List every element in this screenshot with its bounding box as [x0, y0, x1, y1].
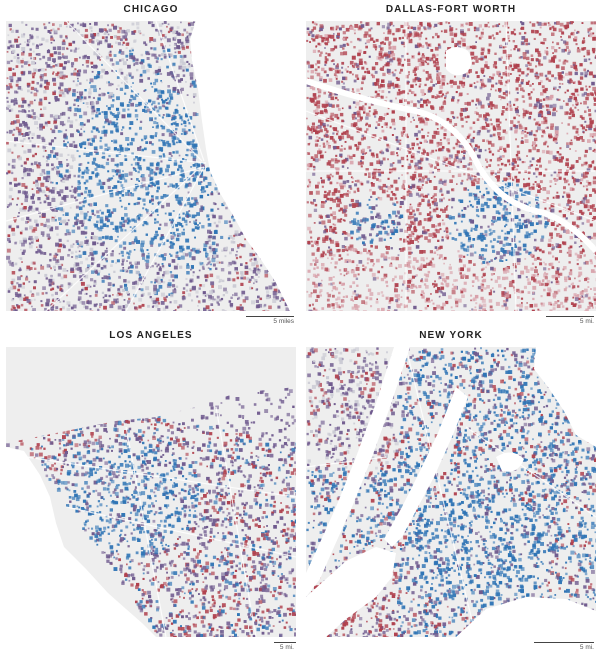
- new-york-harbor: [306, 547, 396, 637]
- scale-bar-chicago: [246, 316, 294, 317]
- map-new-york: [306, 347, 596, 637]
- highways: [306, 347, 596, 637]
- santa-monica-mountains: [6, 347, 296, 443]
- lake-michigan: [190, 21, 296, 311]
- map-title-new-york: NEW YORK: [419, 330, 483, 341]
- map-los-angeles: [6, 347, 296, 637]
- map-title-chicago: CHICAGO: [123, 4, 179, 15]
- east-river: [384, 387, 468, 547]
- jamaica-bay: [456, 597, 596, 637]
- map-title-dallas-fort-worth: DALLAS-FORT WORTH: [385, 4, 517, 15]
- pacific-ocean: [6, 447, 156, 637]
- scale-label-dallas-fort-worth: 5 mi.: [579, 318, 594, 325]
- highways: [306, 21, 596, 311]
- scale-bar-new-york: [534, 642, 594, 643]
- scale-bar-dallas-fort-worth: [546, 316, 594, 317]
- map-chicago: [6, 21, 296, 311]
- map-title-los-angeles: LOS ANGELES: [109, 330, 193, 341]
- neighborhood-dots: [306, 347, 596, 637]
- scale-label-los-angeles: 5 mi.: [279, 644, 294, 651]
- neighborhood-dots: [6, 347, 296, 637]
- highways: [6, 21, 207, 311]
- long-island-sound: [534, 347, 596, 447]
- neighborhood-dots: [306, 21, 596, 311]
- neighborhood-dots: [6, 21, 296, 311]
- highways: [25, 406, 296, 637]
- hudson-river: [306, 347, 410, 597]
- scale-bar-los-angeles: [274, 642, 296, 643]
- lake-grapevine: [446, 47, 472, 76]
- trinity-river: [306, 78, 596, 253]
- scale-label-chicago: 5 miles: [273, 318, 294, 325]
- scale-label-new-york: 5 mi.: [579, 644, 594, 651]
- flushing-bay: [496, 452, 524, 472]
- map-dallas-fort-worth: [306, 21, 596, 311]
